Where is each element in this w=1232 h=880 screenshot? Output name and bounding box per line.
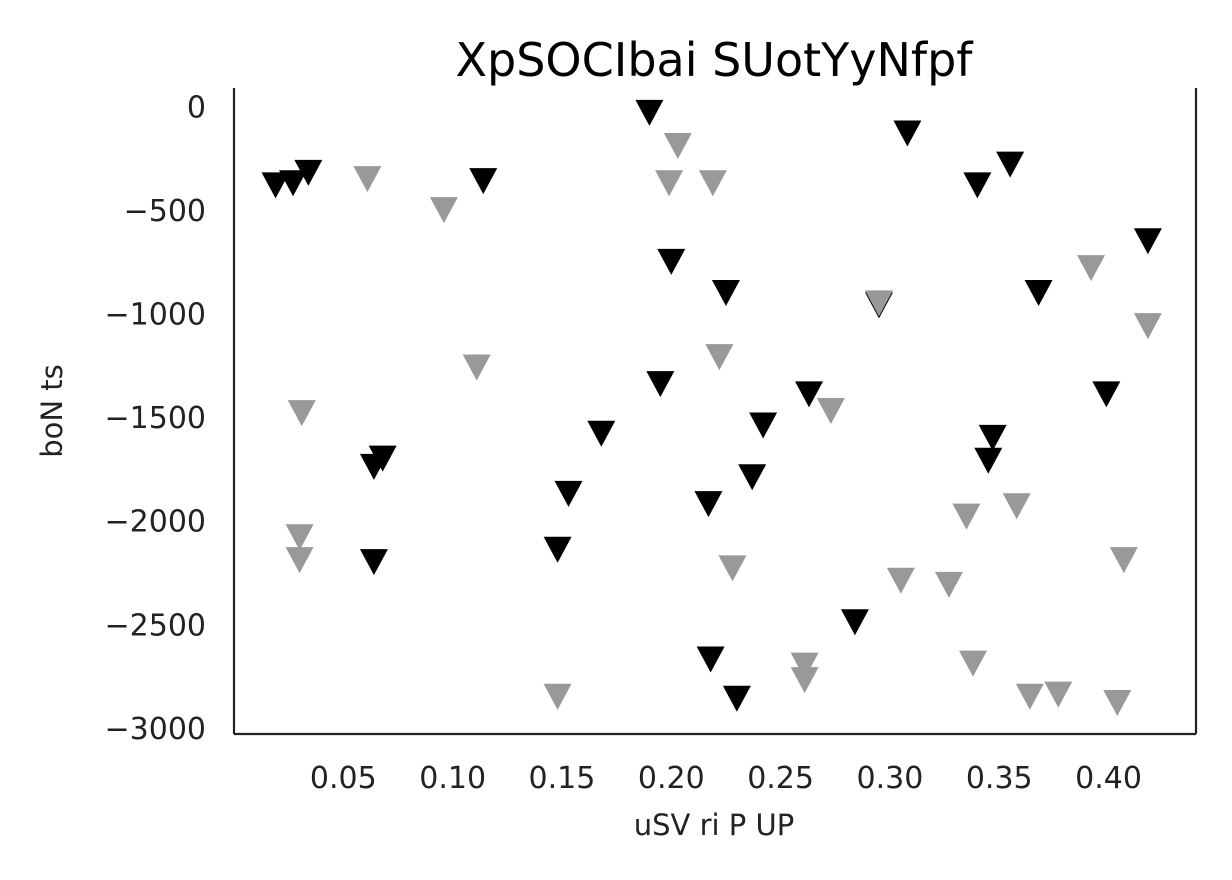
data-point [795,381,824,408]
x-axis-label: uSV ri P UP [634,808,794,842]
data-point [1024,279,1053,306]
data-point [359,549,388,576]
data-point [711,279,740,306]
data-point [543,683,572,710]
data-point [294,159,323,186]
y-axis-label: boN ts [35,364,69,458]
data-point [790,667,819,694]
data-point [694,491,723,518]
data-point [285,547,314,574]
data-point [952,503,981,530]
data-point [696,646,725,673]
data-point [663,132,692,159]
data-point [587,420,616,447]
x-tick-label: 0.05 [310,761,377,796]
data-points [261,99,1162,716]
data-point [840,609,869,636]
data-point [934,571,963,598]
y-tick-label: −1000 [105,298,206,333]
data-point [1103,689,1132,716]
data-point [705,344,734,371]
data-point [1002,493,1031,520]
data-point [963,172,992,199]
x-tick-label: 0.10 [419,761,486,796]
data-point [429,197,458,224]
data-point [974,447,1003,474]
x-tick-label: 0.20 [638,761,705,796]
data-point [285,524,314,551]
data-point [1077,255,1106,282]
chart-title: XpSOCIbai SUotYyNfpf [456,33,975,87]
data-point [864,290,893,317]
data-point [368,445,397,472]
data-point [1044,681,1073,708]
data-point [287,400,316,427]
data-point [886,567,915,594]
data-point [353,166,382,193]
data-point [978,424,1007,451]
data-point [698,170,727,197]
data-point [554,480,583,507]
data-point [816,398,845,424]
data-point [635,99,664,126]
data-point [469,168,498,195]
y-axis-ticks: 0 −500 −1000 −1500 −2000 −2500 −3000 [105,91,206,747]
data-point [722,685,751,712]
x-axis-ticks: 0.05 0.10 0.15 0.20 0.25 0.30 0.35 0.40 [310,761,1142,796]
x-tick-label: 0.35 [966,761,1033,796]
data-point [958,650,987,677]
data-point [749,412,778,439]
data-point [655,170,684,197]
x-tick-label: 0.25 [747,761,814,796]
data-point [738,464,767,491]
data-point [279,170,308,197]
data-point [462,354,491,381]
data-point [996,151,1025,178]
data-point [893,120,922,147]
y-tick-label: −2500 [105,608,206,643]
x-tick-label: 0.30 [857,761,924,796]
data-point [718,555,747,582]
y-tick-label: −3000 [105,712,206,747]
data-point [1109,547,1138,574]
y-tick-label: −2000 [105,505,206,540]
x-tick-label: 0.15 [529,761,596,796]
data-point [1133,313,1162,340]
y-tick-label: −1500 [105,401,206,436]
x-tick-label: 0.40 [1075,761,1142,796]
data-point [261,172,290,199]
data-point [1015,683,1044,710]
y-tick-label: 0 [187,91,206,126]
data-point [657,248,686,275]
data-point [1092,381,1121,408]
data-point [646,371,675,398]
data-point [790,652,819,679]
y-tick-label: −500 [124,194,206,229]
data-point [543,536,572,563]
data-point [1133,228,1162,255]
